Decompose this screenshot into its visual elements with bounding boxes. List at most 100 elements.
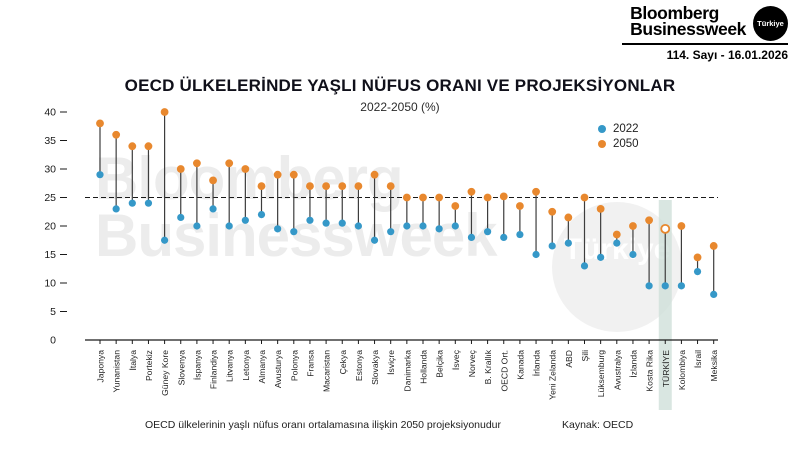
dot-2022-Japonya — [96, 171, 104, 179]
dot-2050-ABD — [564, 213, 573, 222]
dot-2050-Avustralya — [612, 230, 621, 239]
legend-dot-2050-icon — [598, 140, 606, 148]
dot-2022-İtalya — [128, 199, 136, 207]
country-label-Yeni Zelanda: Yeni Zelanda — [548, 350, 558, 400]
country-label-Almanya: Almanya — [257, 350, 267, 384]
dot-2022-İspanya — [193, 222, 201, 230]
dot-2022-Norveç — [467, 233, 476, 241]
country-label-Norveç: Norveç — [467, 349, 477, 377]
dot-2050-Yunanistan — [112, 130, 121, 139]
chart-footnote: OECD ülkelerinin yaşlı nüfus oranı ortal… — [145, 419, 502, 431]
country-label-Avustralya: Avustralya — [612, 350, 622, 390]
dot-2050-Avusturya — [273, 170, 282, 179]
dot-2050-Hollanda — [419, 193, 427, 202]
dot-2022-Portekiz — [144, 199, 153, 207]
country-label-Estonya: Estonya — [354, 350, 364, 381]
country-label-Portekiz: Portekiz — [144, 350, 154, 381]
watermark-text: Bloomberg Businessweek — [95, 149, 498, 269]
chart-title: OECD ÜLKELERİNDE YAŞLI NÜFUS ORANI VE PR… — [124, 76, 676, 95]
country-label-Belçika: Belçika — [435, 350, 445, 378]
dot-2050-İsviçre — [386, 182, 395, 190]
dot-2050-Kosta Rika — [645, 216, 653, 225]
country-label-İsveç: İsveç — [451, 349, 461, 370]
dot-2050-Belçika — [435, 193, 444, 202]
dot-2022-Yeni Zelanda — [548, 242, 556, 250]
y-tick-label: 0 — [50, 335, 56, 347]
y-tick-label: 5 — [50, 306, 56, 318]
dot-2050-Norveç — [467, 187, 476, 196]
dot-2050-İrlanda — [532, 187, 540, 196]
country-label-İtalya: İtalya — [128, 350, 138, 371]
country-label-Polonya: Polonya — [289, 350, 299, 381]
dot-2022-Belçika — [435, 225, 443, 233]
chart-subtitle: 2022-2050 (%) — [360, 100, 440, 114]
dot-2050-Polonya — [289, 170, 298, 179]
watermark-line2: Businessweek — [95, 202, 498, 269]
masthead: Bloomberg Businessweek Türkiye — [630, 3, 788, 41]
country-label-Letonya: Letonya — [241, 350, 251, 381]
y-tick-label: 25 — [44, 192, 56, 204]
y-tick-label: 30 — [44, 164, 56, 176]
country-label-Güney Kore: Güney Kore — [160, 350, 170, 396]
dot-2050-Almanya — [257, 182, 266, 190]
country-label-Meksika: Meksika — [709, 350, 719, 382]
issue-date: 114. Sayı - 16.01.2026 — [666, 48, 788, 62]
country-label-B. Krallık: B. Krallık — [483, 349, 493, 384]
dot-2022-Fransa — [306, 216, 314, 224]
dot-2022-Letonya — [241, 216, 249, 224]
header-divider — [622, 43, 788, 45]
dot-2050-Letonya — [241, 165, 250, 173]
turkiye-highlight-band — [658, 200, 672, 410]
country-label-Kolombiya: Kolombiya — [677, 350, 687, 390]
country-label-OECD Ort.: OECD Ort. — [499, 350, 509, 392]
legend-dot-2022-icon — [598, 125, 606, 133]
dot-2050-İspanya — [193, 159, 201, 168]
country-label-Hollanda: Hollanda — [419, 350, 429, 384]
lollipop-chart: 0 5 10 15 20 25 30 35 40 Japonya Yunanistan İtalya P… — [44, 107, 719, 410]
country-label-Fransa: Fransa — [305, 350, 315, 377]
country-label-İspanya: İspanya — [192, 350, 202, 380]
dot-2022-İsrail — [693, 268, 702, 276]
dot-2050-Kanada — [516, 202, 524, 210]
country-label-Macaristan: Macaristan — [322, 350, 332, 392]
dot-2022-Slovakya — [370, 236, 379, 244]
dot-2022-İsviçre — [387, 228, 395, 236]
dot-2050-İzlanda — [629, 222, 637, 230]
dot-2022-İzlanda — [629, 250, 637, 259]
dot-2050-Lüksemburg — [596, 205, 605, 213]
country-label-İsviçre: İsviçre — [386, 350, 396, 375]
chart-legend: 2022 2050 — [598, 123, 639, 153]
country-label-Lüksemburg: Lüksemburg — [596, 350, 606, 398]
dot-2050-Güney Kore — [160, 108, 169, 116]
country-label-Avusturya: Avusturya — [273, 350, 283, 388]
country-label-Danimarka: Danimarka — [402, 350, 412, 392]
bloomberg-businessweek-logo: Bloomberg Businessweek — [630, 3, 746, 37]
dot-2050-Şili — [580, 193, 589, 202]
country-label-Finlandiya: Finlandiya — [209, 350, 219, 389]
dot-2050-Portekiz — [144, 142, 153, 151]
logo-line1: Bloomberg — [630, 3, 719, 23]
dot-2022-Litvanya — [225, 222, 233, 230]
dot-2022-Yunanistan — [112, 205, 120, 213]
country-label-İrlanda: İrlanda — [532, 350, 542, 376]
dot-2022-Estonya — [354, 222, 362, 230]
country-label-Yunanistan: Yunanistan — [112, 350, 122, 393]
dot-2050-İsveç — [451, 202, 460, 210]
y-tick-label: 40 — [44, 107, 56, 119]
dot-2022-Kosta Rika — [645, 282, 653, 290]
dot-2022-B. Krallık — [484, 228, 492, 236]
dot-2022-Avusturya — [274, 225, 282, 233]
turkiye-badge-label: Türkiye — [757, 19, 784, 28]
dot-2022-İsveç — [451, 222, 459, 230]
y-tick-label: 20 — [44, 221, 56, 233]
legend-item-2022: 2022 — [598, 123, 639, 135]
dot-2050-OECD Ort. — [499, 192, 508, 201]
dot-2022-Almanya — [257, 211, 266, 219]
dot-2022-Danimarka — [403, 222, 411, 230]
country-label-İsrail: İsrail — [693, 350, 703, 368]
dot-2022-İrlanda — [532, 250, 540, 259]
country-label-Japonya: Japonya — [96, 350, 106, 383]
dot-2022-Kolombiya — [677, 282, 686, 290]
dot-2050-Slovenya — [176, 165, 185, 173]
